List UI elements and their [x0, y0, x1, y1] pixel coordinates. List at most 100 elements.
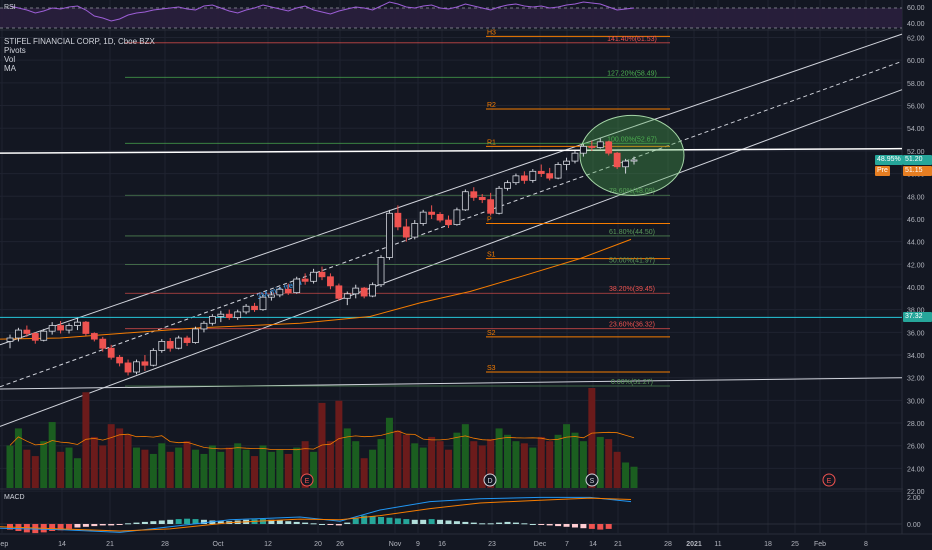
macd-histogram-bar	[141, 521, 148, 524]
volume-bar	[385, 417, 393, 488]
volume-bars	[6, 388, 638, 488]
volume-bar	[326, 441, 334, 488]
fib-label: 38.20%(39.45)	[609, 286, 655, 293]
macd-histogram-bar	[99, 524, 106, 526]
candle-body	[520, 175, 528, 181]
candle-body	[293, 278, 301, 294]
volume-bar	[470, 441, 478, 488]
candle-body	[158, 341, 166, 351]
volume-bar	[234, 443, 242, 488]
macd-signal-line	[0, 497, 632, 532]
indicator-pivots[interactable]: Pivots	[4, 46, 26, 55]
event-marker: D	[483, 473, 497, 487]
candle-body	[284, 288, 292, 294]
volume-bar	[520, 443, 528, 488]
time-tick-label: 2021	[686, 541, 702, 548]
macd-histogram-bar	[546, 524, 553, 526]
volume-bar	[65, 447, 73, 488]
volume-bar	[579, 441, 587, 488]
volume-bar	[166, 451, 174, 488]
event-circle	[300, 473, 314, 487]
time-tick-label: 12	[264, 541, 272, 548]
macd-indicator-label[interactable]: MACD	[4, 494, 25, 501]
macd-histogram-bar	[563, 524, 570, 527]
volume-bar	[588, 388, 596, 488]
volume-bar	[124, 434, 132, 488]
volume-bar	[343, 428, 351, 488]
macd-histogram-bar	[361, 515, 368, 524]
time-tick-label: Oct	[213, 541, 224, 548]
candle-body	[386, 212, 393, 258]
time-axis-bg	[0, 534, 932, 550]
candle-body	[200, 322, 208, 330]
volume-bar	[360, 458, 368, 488]
rsi-line	[9, 1, 635, 22]
resistance-line	[0, 147, 903, 154]
price-tick-label: 36.00	[907, 330, 925, 337]
candle-body	[234, 311, 242, 318]
indicator-ma[interactable]: MA	[4, 64, 16, 73]
fib-label: 127.20%(58.49)	[607, 70, 657, 77]
symbol-title[interactable]: STIFEL FINANCIAL CORP, 1D, Cboe BZX	[4, 37, 155, 46]
volume-bar	[175, 447, 183, 488]
candle-body	[461, 191, 469, 211]
candle-body	[487, 199, 495, 214]
volume-bar	[99, 445, 107, 488]
volume-bar	[537, 436, 545, 488]
macd-histogram-bar	[49, 524, 56, 531]
candle-body	[394, 212, 402, 228]
candle-body	[512, 175, 520, 184]
event-circle	[585, 473, 599, 487]
price-tick-label: 40.00	[907, 285, 925, 292]
candle-body	[133, 361, 140, 373]
candle-body	[99, 338, 107, 349]
macd-histogram-bar	[605, 524, 612, 529]
time-tick-label: 18	[764, 541, 772, 548]
candle-body	[352, 287, 360, 295]
macd-histogram-bar	[293, 521, 300, 524]
symbol-legend: STIFEL FINANCIAL CORP, 1D, Cboe BZX Pivo…	[4, 37, 155, 73]
volume-bar	[6, 445, 14, 488]
rsi-indicator-label[interactable]: RSI	[4, 4, 16, 11]
volume-bar	[149, 453, 157, 488]
support-line	[0, 377, 903, 390]
volume-bar	[487, 439, 495, 488]
channel-lower	[0, 89, 903, 427]
indicator-vol[interactable]: Vol	[4, 55, 16, 64]
volume-bar	[369, 449, 377, 488]
time-tick-label: Sep	[0, 541, 8, 548]
time-tick-label: 20	[314, 541, 322, 548]
volume-bar	[132, 447, 140, 488]
candle-body	[310, 271, 317, 282]
volume-bar	[242, 449, 250, 488]
candle-body	[411, 223, 419, 238]
macd-histogram-bar	[175, 519, 182, 524]
candle-body	[360, 287, 368, 297]
macd-histogram-bar	[108, 524, 115, 526]
candle-body	[605, 141, 613, 154]
candle-body	[478, 196, 486, 201]
volume-bar	[444, 449, 452, 488]
event-label: D	[487, 478, 492, 485]
macd-tick-label: 2.00	[907, 495, 921, 502]
price-tick-label: 56.00	[907, 104, 925, 111]
rsi-pane	[0, 1, 902, 29]
macd-histogram-bar	[158, 520, 165, 524]
candle-body	[15, 329, 22, 339]
price-tick-label: 24.00	[907, 466, 925, 473]
macd-histogram-bar	[335, 524, 342, 526]
volume-bar	[276, 449, 284, 488]
event-label: S	[590, 478, 595, 485]
candle-body	[242, 305, 250, 313]
candle-body	[419, 211, 427, 224]
volume-bar	[73, 458, 81, 488]
candle-body	[259, 296, 267, 311]
candle-body	[192, 328, 199, 343]
macd-histogram-bar	[428, 519, 435, 524]
macd-histogram-bar	[580, 524, 587, 529]
candle-body	[301, 278, 309, 282]
macd-histogram-bar	[327, 524, 334, 525]
price-tick-label: 44.00	[907, 240, 925, 247]
time-tick-label: 21	[106, 541, 114, 548]
